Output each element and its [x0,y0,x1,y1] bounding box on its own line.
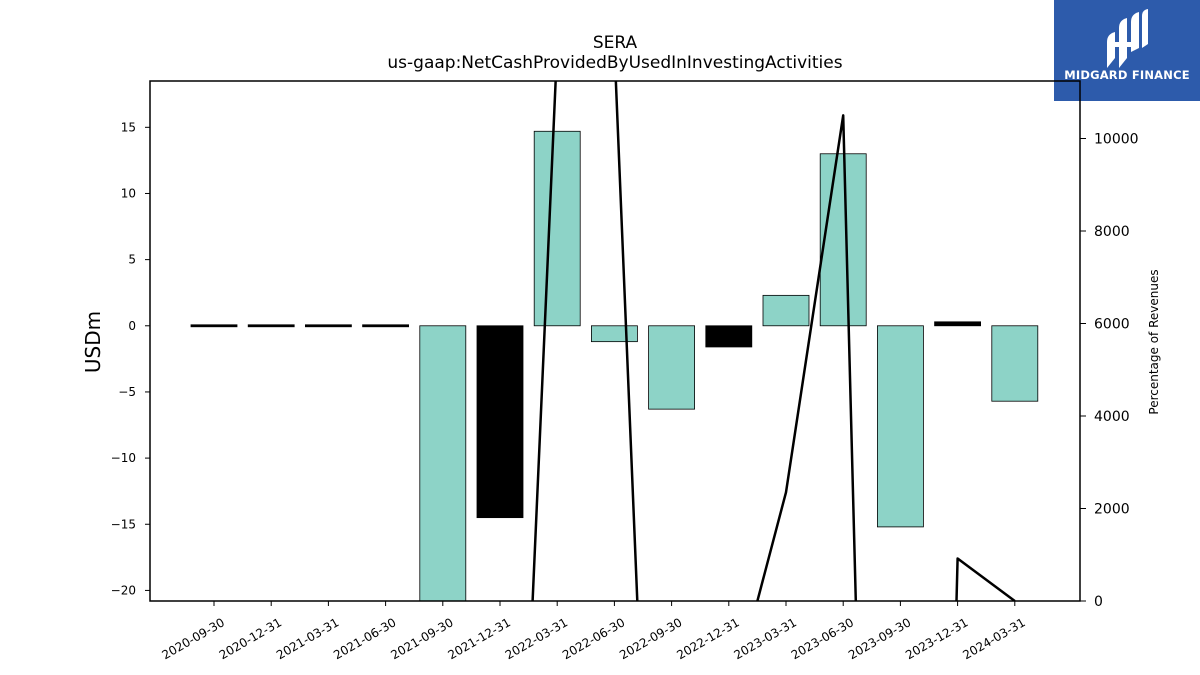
plot-frame [149,80,1081,602]
x-tick-label: 2023-06-30 [789,615,856,662]
bar [533,130,581,327]
bar [362,324,410,328]
bar [247,324,295,328]
midgard-finance-logo: MIDGARD FINANCE [1054,0,1200,101]
y2-tick-label: 8000 [1094,224,1130,240]
chart-subtitle: us-gaap:NetCashProvidedByUsedInInvesting… [387,53,842,73]
bar [304,324,352,328]
x-tick-label: 2020-09-30 [160,615,227,662]
bar [476,325,524,519]
bar [190,324,238,328]
x-tick-label: 2020-12-31 [217,615,284,662]
y-tick-label: −15 [111,517,136,531]
bar [762,294,810,327]
logo-text: MIDGARD FINANCE [1064,68,1190,82]
y-tick-label: 10 [121,186,136,200]
y-tick-label: −5 [118,385,136,399]
y2-tick-label: 2000 [1094,502,1130,518]
x-tick-label: 2023-03-31 [732,615,799,662]
x-tick-label: 2021-12-31 [446,615,513,662]
bar [991,325,1039,402]
y-tick-label: 5 [128,253,136,267]
bar [705,325,753,348]
y-axis-label: USDm [81,311,105,373]
x-tick-label: 2022-09-30 [617,615,684,662]
y2-axis-label: Percentage of Revenues [1147,269,1161,414]
x-tick-label: 2022-06-30 [560,615,627,662]
y-tick-label: 15 [121,120,136,134]
x-tick-label: 2021-09-30 [388,615,455,662]
bar [648,325,695,410]
revenue-pct-line [955,557,1016,601]
revenue-pct-line [531,81,639,601]
chart-title: SERA [593,33,638,53]
y2-tick-label: 0 [1094,594,1103,610]
y-tick-label: −20 [111,583,136,597]
x-tick-label: 2024-03-31 [960,615,1027,662]
x-tick-label: 2023-09-30 [846,615,913,662]
bar [419,325,467,601]
y-tick-label: −10 [111,451,136,465]
revenue-pct-line [756,114,858,601]
x-tick-label: 2021-06-30 [331,615,398,662]
x-tick-label: 2022-12-31 [674,615,741,662]
bar [819,153,867,327]
y2-tick-label: 10000 [1094,132,1139,148]
y2-tick-label: 4000 [1094,409,1130,425]
x-tick-label: 2023-12-31 [903,615,970,662]
midgard-logo-mark-icon [1107,9,1148,68]
x-tick-label: 2022-03-31 [503,615,570,662]
y2-tick-label: 6000 [1094,317,1130,333]
x-tick-label: 2021-03-31 [274,615,341,662]
bar [877,325,924,528]
y-tick-label: 0 [128,319,136,333]
bar [934,321,981,327]
bar [591,325,638,343]
